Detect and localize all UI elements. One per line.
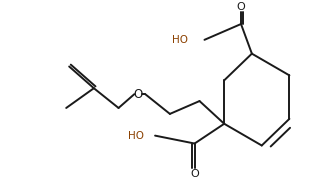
Text: O: O [190,169,199,179]
Text: O: O [134,88,143,101]
Text: HO: HO [128,131,144,141]
Text: O: O [237,2,245,12]
Text: HO: HO [172,35,188,45]
